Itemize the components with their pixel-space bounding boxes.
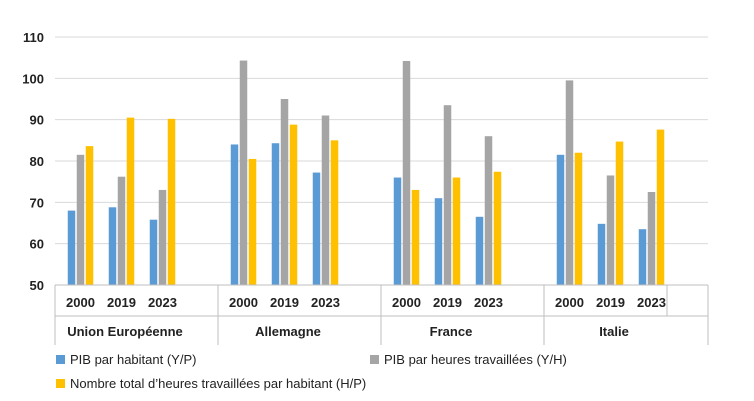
bar-1 (230, 144, 239, 285)
bar-2 (484, 136, 493, 285)
bar-3 (289, 124, 298, 285)
bar-2 (321, 115, 330, 286)
x-tick-label: 2019 (107, 295, 136, 310)
x-tick-label: 2000 (555, 295, 584, 310)
bar-1 (638, 229, 647, 285)
x-tick-label: 2019 (270, 295, 299, 310)
bar-1 (393, 177, 402, 285)
bar-3 (493, 171, 502, 285)
legend-swatch (56, 355, 65, 364)
legend-label: PIB par heures travaillées (Y/H) (384, 352, 567, 367)
bar-1 (475, 216, 484, 285)
x-tick-label: 2000 (392, 295, 421, 310)
y-tick-label: 70 (30, 195, 44, 210)
bar-1 (597, 223, 606, 285)
bar-1 (312, 172, 321, 285)
x-tick-label: 2023 (474, 295, 503, 310)
bars (67, 60, 665, 286)
y-tick-label: 90 (30, 113, 44, 128)
x-tick-label: 2023 (637, 295, 666, 310)
x-axis: 2000 2019 2023 Union Européenne 2000 2019 2023… (54, 284, 709, 345)
bar-2 (402, 60, 411, 286)
bar-2 (117, 176, 126, 285)
legend-label: Nombre total d’heures travaillées par ha… (70, 376, 366, 391)
x-tick-label: 2023 (311, 295, 340, 310)
legend: PIB par habitant (Y/P) PIB par heures tra… (56, 352, 567, 391)
bar-3 (248, 158, 257, 285)
bar-1 (556, 154, 565, 285)
legend-swatch (56, 379, 65, 388)
x-tick-label: 2023 (148, 295, 177, 310)
group-label: Allemagne (255, 324, 321, 339)
y-tick-label: 60 (30, 237, 44, 252)
bar-1 (434, 198, 443, 285)
bar-2 (280, 99, 289, 285)
bar-2 (647, 192, 656, 285)
bar-2 (565, 80, 574, 286)
bar-3 (126, 117, 135, 285)
x-tick-label: 2000 (66, 295, 95, 310)
legend-swatch (370, 355, 379, 364)
y-tick-label: 50 (30, 278, 44, 293)
bar-3 (330, 140, 339, 285)
group-label: France (430, 324, 473, 339)
bar-2 (76, 154, 85, 285)
bar-3 (452, 177, 461, 285)
bar-1 (67, 210, 76, 285)
bar-3 (411, 189, 420, 285)
x-tick-label: 2019 (433, 295, 462, 310)
bar-3 (574, 152, 583, 285)
group-label: Union Européenne (67, 324, 183, 339)
x-tick-label: 2000 (229, 295, 258, 310)
y-tick-label: 110 (23, 30, 44, 45)
bar-2 (606, 175, 615, 285)
x-tick-label: 2019 (596, 295, 625, 310)
bar-3 (615, 141, 624, 285)
bar-2 (158, 189, 167, 285)
y-tick-label: 100 (22, 71, 44, 86)
bar-1 (108, 207, 117, 285)
bar-2 (443, 105, 452, 285)
bar-3 (167, 118, 176, 285)
legend-label: PIB par habitant (Y/P) (70, 352, 196, 367)
bar-2 (239, 60, 248, 286)
group-label: Italie (599, 324, 629, 339)
bar-1 (149, 219, 158, 285)
bar-3 (85, 146, 94, 285)
y-axis-ticks: 50 60 70 80 90 100 110 (22, 30, 44, 293)
bar-1 (271, 143, 280, 285)
y-tick-label: 80 (30, 154, 44, 169)
bar-3 (656, 129, 665, 285)
